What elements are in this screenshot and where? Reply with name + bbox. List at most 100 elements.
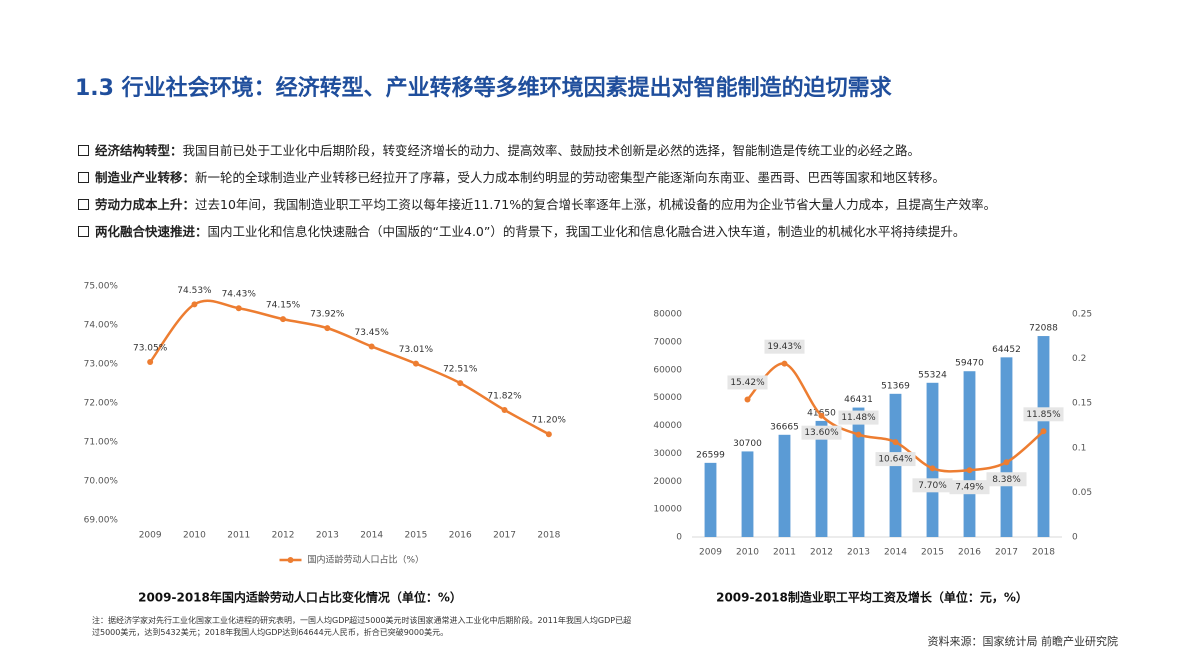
data-label: 13.60% [804, 428, 839, 438]
marker [892, 439, 899, 446]
bullet-text: 国内工业化和信息化快速融合（中国版的“工业4.0”）的背景下，我国工业化和信息化… [207, 224, 966, 239]
x-tick-label: 2016 [958, 548, 981, 558]
data-label: 73.05% [133, 344, 168, 354]
x-tick-label: 2009 [139, 531, 162, 541]
bullet-label: 两化融合快速推进： [95, 224, 208, 239]
bar [1037, 336, 1050, 537]
chart-title: 2009-2018制造业职工平均工资及增长（单位：元，%） [716, 590, 1028, 605]
bullet: 制造业产业转移：新一轮的全球制造业产业转移已经拉开了序幕，受人力成本制约明显的劳… [78, 167, 945, 186]
marker [744, 396, 751, 403]
bar [963, 371, 976, 537]
marker [457, 380, 464, 387]
x-tick-label: 2014 [360, 531, 383, 541]
data-label: 8.38% [992, 475, 1021, 485]
marker [280, 316, 287, 323]
y-tick-label: 70000 [653, 337, 682, 347]
bar [852, 407, 865, 537]
marker [1040, 428, 1047, 435]
bar-label: 36665 [770, 422, 799, 432]
line [149, 299, 550, 436]
data-label: 15.42% [730, 378, 765, 388]
y2-tick-label: 0.25 [1072, 310, 1092, 320]
label-box [912, 478, 953, 493]
y-tick-label: 70.00% [84, 477, 119, 487]
marker [368, 343, 375, 350]
marker [966, 467, 973, 474]
x-tick-label: 2012 [272, 531, 295, 541]
bar [926, 382, 939, 537]
y-tick-label: 60000 [653, 365, 682, 375]
y-tick-label: 0 [676, 533, 682, 543]
bullet-text: 新一轮的全球制造业产业转移已经拉开了序幕，受人力成本制约明显的劳动密集型产能逐渐… [195, 170, 946, 185]
bar-label: 30700 [733, 439, 762, 449]
x-tick-label: 2015 [404, 531, 427, 541]
title: 1.3 行业社会环境：经济转型、产业转移等多维环境因素提出对智能制造的迫切需求 [75, 76, 892, 101]
y2-tick-label: 0.15 [1072, 399, 1092, 409]
bullet-label: 制造业产业转移： [95, 170, 196, 185]
data-label: 74.53% [177, 286, 212, 296]
marker [1003, 459, 1010, 466]
x-tick-label: 2011 [773, 548, 796, 558]
bullet-label: 经济结构转型： [95, 143, 183, 158]
bar-label: 26599 [696, 450, 725, 460]
bar [778, 434, 791, 537]
x-tick-label: 2014 [884, 548, 907, 558]
bullet: 劳动力成本上升：过去10年间，我国制造业职工平均工资以每年接近11.71%的复合… [78, 194, 996, 213]
bar-label: 46431 [844, 395, 873, 405]
label-box [764, 339, 805, 354]
label-box [949, 480, 990, 495]
data-label: 74.15% [266, 301, 301, 311]
x-tick-label: 2010 [183, 531, 206, 541]
x-tick-label: 2012 [810, 548, 833, 558]
legend-label: 国内适龄劳动人口占比（%） [308, 554, 425, 566]
y-tick-label: 74.00% [84, 321, 119, 331]
x-tick-label: 2015 [921, 548, 944, 558]
marker [147, 359, 154, 366]
bar [704, 462, 717, 537]
y-tick-label: 69.00% [84, 516, 119, 526]
bullet-text: 过去10年间，我国制造业职工平均工资以每年接近11.71%的复合增长率逐年上涨，… [195, 197, 997, 212]
bullet-label: 劳动力成本上升： [95, 197, 196, 212]
label-box [801, 425, 842, 440]
bar-label: 72088 [1029, 324, 1058, 334]
bar-label: 55324 [918, 370, 947, 380]
x-tick-label: 2011 [227, 531, 250, 541]
marker [191, 301, 198, 308]
data-label: 74.43% [222, 290, 257, 300]
data-label: 71.20% [532, 416, 567, 426]
marker [818, 412, 825, 419]
x-tick-label: 2017 [493, 531, 516, 541]
data-label: 7.70% [918, 481, 947, 491]
y-tick-label: 30000 [653, 449, 682, 459]
data-label: 11.48% [841, 413, 876, 423]
marker [324, 325, 331, 332]
source: 资料来源：国家统计局 前瞻产业研究院 [927, 635, 1119, 648]
x-tick-label: 2013 [847, 548, 870, 558]
marker [501, 407, 508, 414]
label-box [875, 452, 916, 467]
y-tick-label: 72.00% [84, 399, 119, 409]
data-label: 11.85% [1026, 410, 1061, 420]
marker [855, 431, 862, 438]
y2-tick-label: 0 [1072, 533, 1078, 543]
x-tick-label: 2010 [736, 548, 759, 558]
x-tick-label: 2017 [995, 548, 1018, 558]
x-tick-label: 2016 [449, 531, 472, 541]
label-box [727, 375, 768, 390]
data-label: 19.43% [767, 342, 802, 352]
bar [815, 420, 828, 537]
label-box [986, 472, 1027, 487]
data-label: 7.49% [955, 483, 984, 493]
marker [412, 360, 419, 367]
marker [545, 431, 552, 438]
data-label: 10.64% [878, 455, 913, 465]
x-tick-label: 2018 [537, 531, 560, 541]
label-box [838, 410, 879, 425]
data-label: 73.45% [354, 328, 389, 338]
data-label: 71.82% [487, 392, 522, 402]
legend-marker [287, 557, 294, 563]
bar [741, 451, 754, 537]
y-tick-label: 71.00% [84, 438, 119, 448]
bar-label: 51369 [881, 381, 910, 391]
